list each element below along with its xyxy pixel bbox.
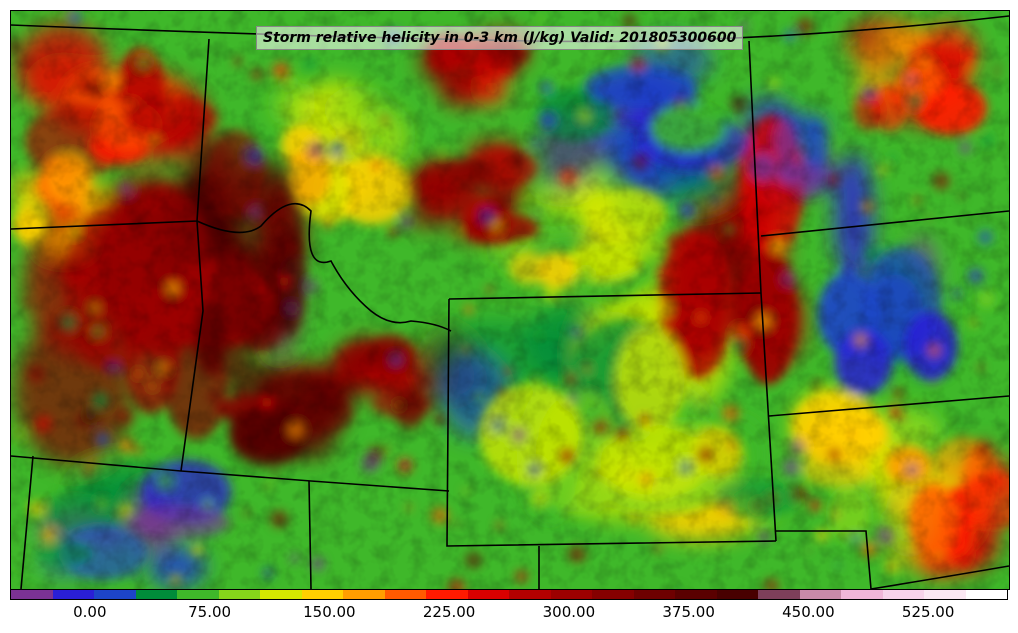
colorbar-swatch [260, 590, 302, 599]
colorbar-tick-label: 75.00 [188, 603, 232, 621]
colorbar-swatch [882, 590, 924, 599]
field-texture [11, 11, 1009, 589]
colorbar-swatch [633, 590, 675, 599]
map-title: Storm relative helicity in 0-3 km (J/kg)… [256, 26, 744, 50]
colorbar-swatch [11, 590, 53, 599]
colorbar-tick-label: 150.00 [303, 603, 356, 621]
colorbar-swatch [94, 590, 136, 599]
kansas-border [870, 565, 1009, 589]
colorbar-swatch [426, 590, 468, 599]
colorbar-swatch [841, 590, 883, 599]
utah-nevada-border [308, 480, 312, 589]
colorbar-tick-label: 450.00 [782, 603, 835, 621]
wyoming-east [760, 292, 777, 542]
northern-utah-nevada [11, 455, 450, 492]
colorbar-swatch [384, 590, 426, 599]
nd-sd-border [760, 210, 1009, 237]
wyoming-west-south [446, 298, 777, 547]
idaho-oregon-border [180, 220, 204, 472]
colorbar-ticks: 0.00 75.00 150.00 225.00 300.00 375.00 450.00 5… [10, 600, 1008, 633]
colorbar-swatch [218, 590, 260, 599]
sd-ne-border [768, 395, 1009, 417]
colorbar-swatch [965, 590, 1007, 599]
colorbar-swatch [716, 590, 758, 599]
nevada-ca-border [20, 455, 34, 589]
colorbar-swatch [177, 590, 219, 599]
colorbar-swatch [675, 590, 717, 599]
colorbar-swatch [52, 590, 94, 599]
colorbar-swatch [550, 590, 592, 599]
colorbar-swatch [135, 590, 177, 599]
colorbar-tick-label: 0.00 [73, 603, 107, 621]
colorbar-swatch [301, 590, 343, 599]
colorbar-swatch [799, 590, 841, 599]
colorbar-tick-label: 375.00 [662, 603, 715, 621]
colorbar-swatch [467, 590, 509, 599]
colorbar-tick-label: 300.00 [542, 603, 596, 621]
colorbar-swatch [343, 590, 385, 599]
map-canvas [11, 11, 1009, 589]
idaho-montana-divide [196, 202, 452, 332]
montana-dakota [748, 40, 762, 294]
colorbar-swatch [509, 590, 551, 599]
helicity-map: Storm relative helicity in 0-3 km (J/kg)… [10, 10, 1010, 590]
wyoming-north [448, 292, 762, 300]
colorbar-swatch [758, 590, 800, 599]
state-borders [11, 15, 1009, 589]
ne-co-border [776, 530, 872, 589]
colorbar-tick-label: 225.00 [422, 603, 476, 621]
colorbar-swatch [592, 590, 634, 599]
colorbar [10, 589, 1008, 600]
colorbar-swatch [924, 590, 966, 599]
colorbar-tick-label: 525.00 [901, 603, 955, 621]
